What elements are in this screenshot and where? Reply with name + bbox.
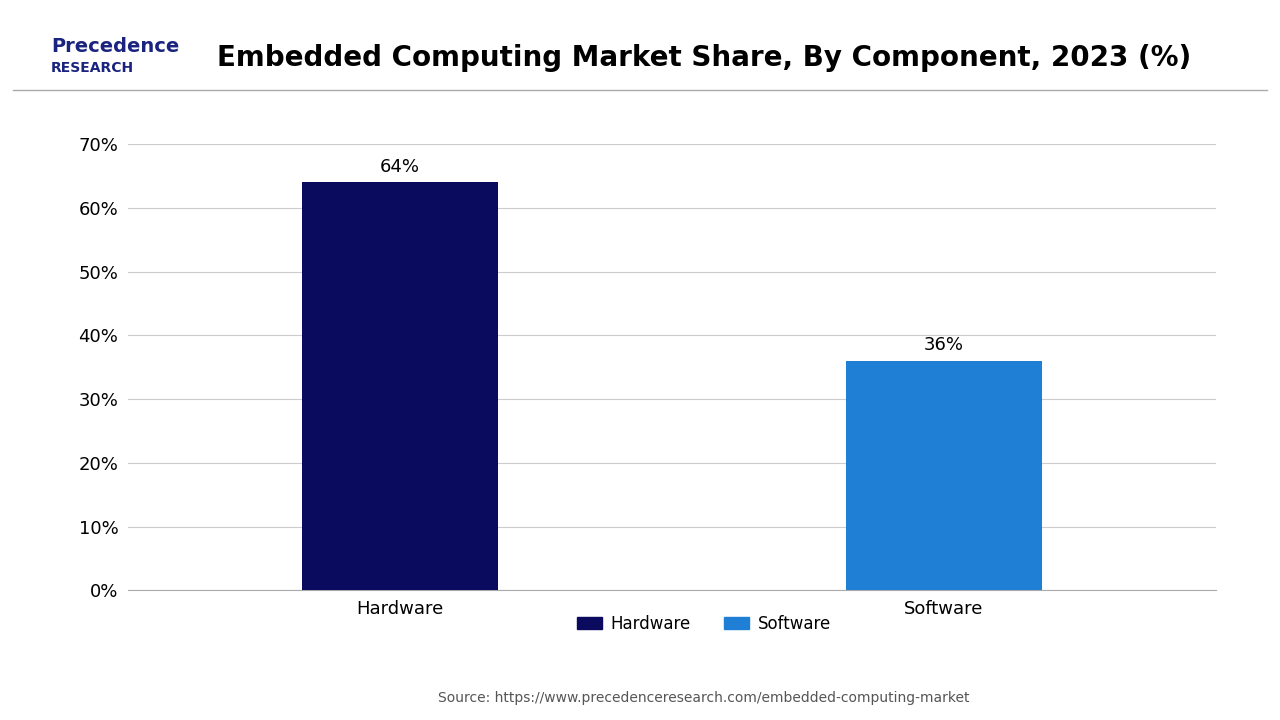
Text: 64%: 64%: [380, 158, 420, 176]
Text: 36%: 36%: [924, 336, 964, 354]
Legend: Hardware, Software: Hardware, Software: [571, 608, 837, 639]
Text: RESEARCH: RESEARCH: [51, 61, 134, 76]
Text: Precedence: Precedence: [51, 37, 179, 56]
Text: Source: https://www.precedenceresearch.com/embedded-computing-market: Source: https://www.precedenceresearch.c…: [438, 691, 970, 706]
Bar: [302, 182, 498, 590]
Bar: [846, 361, 1042, 590]
Text: Embedded Computing Market Share, By Component, 2023 (%): Embedded Computing Market Share, By Comp…: [216, 44, 1192, 71]
